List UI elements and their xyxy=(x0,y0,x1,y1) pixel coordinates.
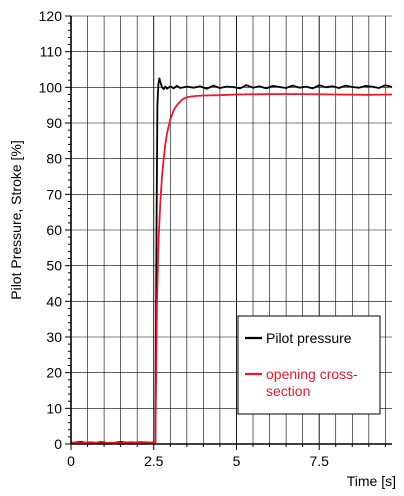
series-lines xyxy=(70,77,393,445)
x-tick-label: 2.5 xyxy=(144,453,164,469)
series-line xyxy=(70,93,393,445)
legend-label-line: section xyxy=(266,383,310,399)
y-tick-label: 80 xyxy=(46,151,62,167)
y-tick-label: 110 xyxy=(40,44,63,60)
y-tick-label: 40 xyxy=(46,293,62,309)
tick-labels: 0 10 20 30 40 50 60 70 80 90 100 110 120 0 2.5 5 7.5 xyxy=(39,8,329,469)
y-tick-label: 90 xyxy=(46,115,62,131)
y-tick-label: 30 xyxy=(46,329,62,345)
legend: Pilot pressure opening cross-section xyxy=(237,315,381,415)
y-axis-label: Pilot Pressure, Stroke [%] xyxy=(8,140,24,300)
legend-box xyxy=(237,315,381,415)
y-tick-label: 10 xyxy=(46,400,62,416)
y-tick-label: 120 xyxy=(39,8,63,24)
legend-label: opening cross-section xyxy=(266,366,358,399)
x-axis-label: Time [s] xyxy=(347,473,396,489)
tick-marks xyxy=(65,15,386,450)
legend-label-line: opening cross- xyxy=(266,366,358,382)
y-tick-label: 20 xyxy=(46,365,62,381)
y-tick-label: 70 xyxy=(46,186,62,202)
y-tick-label: 60 xyxy=(46,222,62,238)
legend-label: Pilot pressure xyxy=(266,330,352,346)
x-tick-label: 5 xyxy=(233,453,241,469)
y-tick-label: 0 xyxy=(54,436,62,452)
y-tick-label: 100 xyxy=(39,79,63,95)
legend-label-line: Pilot pressure xyxy=(266,330,352,346)
x-tick-label: 0 xyxy=(67,453,75,469)
y-tick-label: 50 xyxy=(46,258,62,274)
x-tick-label: 7.5 xyxy=(309,453,329,469)
